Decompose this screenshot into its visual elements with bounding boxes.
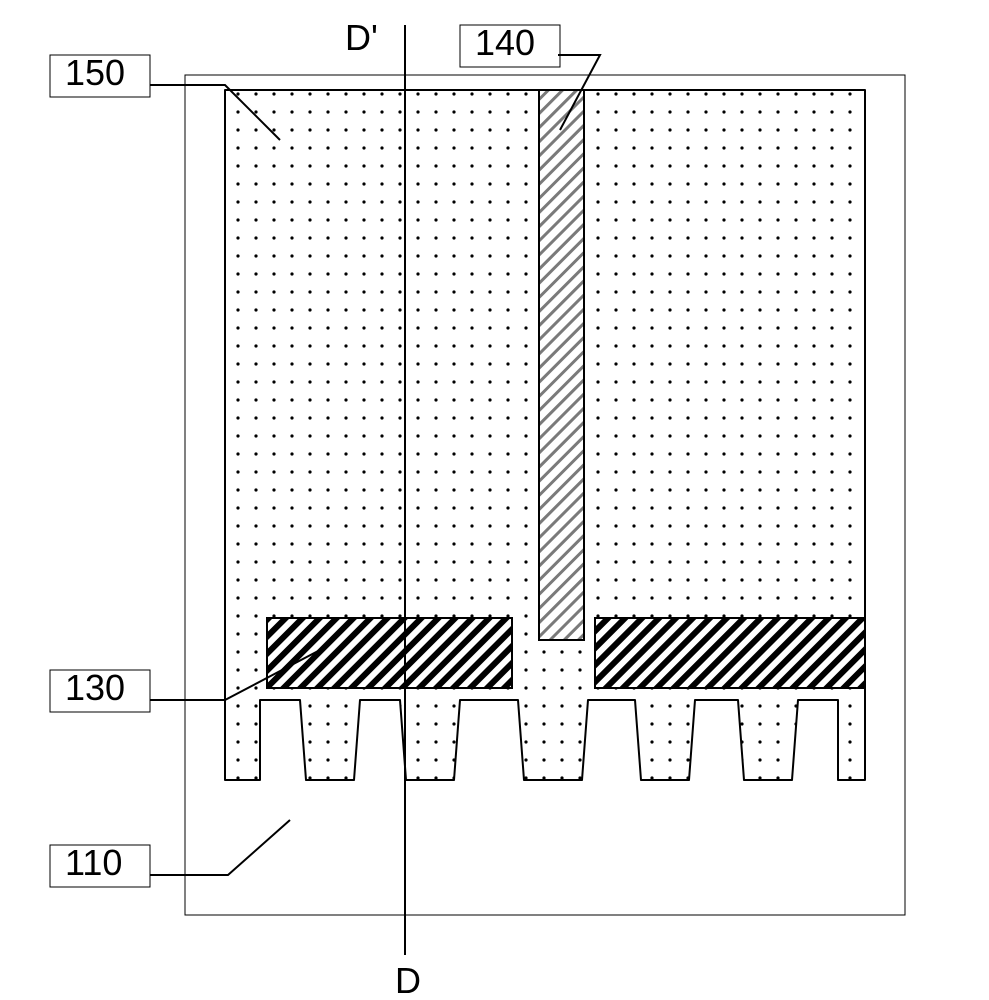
vertical-hatched-140 bbox=[539, 90, 584, 640]
diagram-canvas: D' D 150 140 130 110 bbox=[0, 0, 989, 1000]
callout-text-110: 110 bbox=[65, 842, 122, 883]
callout-text-150: 150 bbox=[65, 52, 125, 93]
section-label-top: D' bbox=[345, 17, 378, 58]
callout-text-140: 140 bbox=[475, 22, 535, 63]
section-label-bottom: D bbox=[395, 960, 421, 1000]
callout-text-130: 130 bbox=[65, 667, 125, 708]
